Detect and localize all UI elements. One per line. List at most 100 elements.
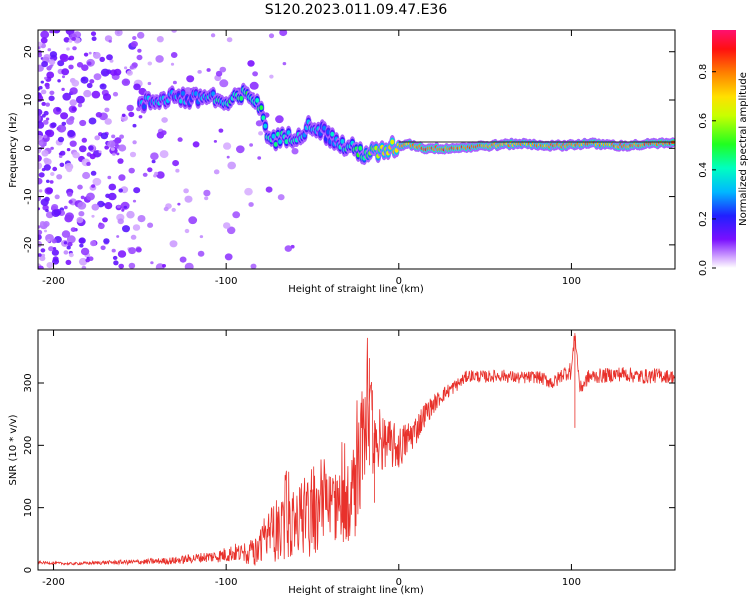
noise-blob bbox=[67, 191, 73, 197]
noise-blob bbox=[183, 188, 189, 194]
noise-blob bbox=[100, 245, 106, 251]
noise-blob bbox=[88, 145, 94, 151]
snr-xlabel: Height of straight line (km) bbox=[288, 585, 424, 596]
noise-blob bbox=[69, 87, 78, 95]
noise-blob bbox=[71, 106, 77, 112]
noise-blob bbox=[66, 235, 76, 244]
noise-blob bbox=[61, 121, 67, 126]
noise-blob bbox=[126, 210, 135, 219]
ridge-core bbox=[261, 115, 266, 121]
noise-blob bbox=[199, 235, 204, 239]
noise-blob bbox=[41, 168, 46, 172]
noise-blob bbox=[156, 36, 164, 43]
ridge-core bbox=[181, 90, 185, 96]
colorbar-ticks: 0.0 0.2 0.4 0.6 0.8 bbox=[698, 64, 716, 276]
noise-blob bbox=[79, 119, 87, 127]
snr-ylabel: SNR (10 * v/v) bbox=[8, 414, 19, 485]
noise-blob bbox=[57, 136, 65, 143]
noise-blob bbox=[226, 37, 233, 43]
noise-blob bbox=[38, 229, 43, 235]
noise-blob bbox=[76, 217, 84, 224]
noise-blob bbox=[117, 218, 124, 225]
noise-blob bbox=[66, 148, 71, 152]
noise-blob bbox=[112, 91, 119, 97]
colorbar-tick-label: 0.4 bbox=[698, 162, 709, 178]
noise-blob bbox=[93, 73, 102, 81]
noise-blob bbox=[71, 36, 76, 41]
noise-blob bbox=[92, 177, 102, 186]
noise-blob bbox=[81, 265, 87, 269]
ridge-core bbox=[142, 104, 147, 110]
noise-blob bbox=[258, 131, 264, 136]
noise-blob bbox=[111, 134, 116, 139]
noise-blob bbox=[150, 152, 159, 160]
noise-blob bbox=[44, 76, 48, 80]
noise-blob bbox=[91, 203, 100, 211]
spectrogram-ylabel: Frequency (Hz) bbox=[8, 112, 19, 188]
noise-blob bbox=[59, 150, 66, 156]
noise-blob bbox=[116, 235, 120, 238]
noise-blob bbox=[97, 222, 105, 230]
noise-blob bbox=[119, 134, 124, 139]
noise-blob bbox=[38, 49, 42, 55]
ridge-core bbox=[255, 97, 260, 103]
x-tick-label: -100 bbox=[215, 577, 238, 588]
noise-blob bbox=[38, 207, 41, 211]
noise-blob bbox=[50, 30, 56, 34]
noise-blob bbox=[268, 33, 275, 39]
noise-blob bbox=[103, 238, 110, 245]
noise-blob bbox=[122, 225, 130, 233]
colorbar: 0.0 0.2 0.4 0.6 0.8 Normalized spectral ampl… bbox=[698, 30, 749, 276]
noise-blob bbox=[147, 222, 154, 228]
noise-blob bbox=[48, 95, 55, 102]
noise-blob bbox=[133, 187, 141, 194]
noise-blob bbox=[82, 171, 91, 180]
noise-blob bbox=[204, 196, 209, 201]
noise-blob bbox=[257, 156, 262, 160]
noise-blob bbox=[41, 61, 48, 68]
noise-blob bbox=[147, 61, 153, 66]
noise-blob bbox=[40, 37, 48, 44]
noise-blob bbox=[197, 250, 205, 257]
noise-blob bbox=[114, 30, 123, 37]
noise-blob bbox=[121, 78, 131, 86]
noise-blob bbox=[38, 189, 43, 193]
ridge-core bbox=[273, 141, 278, 147]
noise-blob bbox=[117, 250, 127, 258]
noise-blob bbox=[232, 211, 241, 219]
noise-blob bbox=[40, 198, 49, 206]
y-tick-label: 0 bbox=[23, 145, 34, 151]
noise-blob bbox=[48, 59, 56, 65]
noise-blob bbox=[179, 256, 187, 263]
noise-blob bbox=[250, 263, 257, 269]
noise-blob bbox=[279, 30, 288, 37]
noise-blob bbox=[44, 229, 47, 233]
noise-blob bbox=[226, 155, 230, 159]
y-tick-label: 100 bbox=[23, 498, 34, 517]
noise-blob bbox=[113, 260, 119, 266]
spectrogram-xlabel: Height of straight line (km) bbox=[288, 284, 424, 295]
noise-blob bbox=[227, 226, 236, 235]
noise-blob bbox=[68, 200, 73, 204]
noise-blob bbox=[113, 68, 122, 76]
noise-blob bbox=[218, 128, 224, 133]
noise-blob bbox=[154, 171, 159, 176]
noise-blob bbox=[52, 258, 60, 265]
colorbar-tick-label: 0.0 bbox=[698, 260, 709, 276]
x-tick-label: -200 bbox=[42, 276, 65, 287]
noise-blob bbox=[69, 99, 77, 106]
noise-blob bbox=[106, 54, 113, 61]
noise-blob bbox=[45, 117, 50, 121]
noise-blob bbox=[112, 255, 118, 260]
ridge-core bbox=[330, 131, 335, 137]
noise-blob bbox=[63, 250, 69, 255]
noise-blob bbox=[77, 103, 83, 108]
noise-blob bbox=[236, 145, 245, 154]
noise-blob bbox=[57, 124, 67, 133]
noise-blob bbox=[184, 228, 190, 234]
ridge-core bbox=[194, 91, 198, 97]
noise-blob bbox=[78, 238, 85, 244]
noise-blob bbox=[59, 54, 69, 62]
noise-blob bbox=[81, 137, 88, 143]
